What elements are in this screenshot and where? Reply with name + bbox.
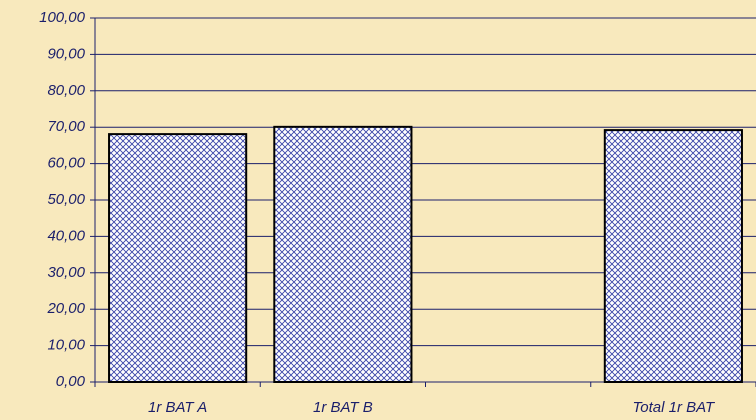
y-tick-label: 20,00 xyxy=(46,300,85,317)
y-tick-label: 80,00 xyxy=(47,82,85,99)
bar xyxy=(108,133,248,383)
bar xyxy=(273,125,413,383)
y-tick-label: 60,00 xyxy=(47,155,85,172)
y-tick-label: 30,00 xyxy=(47,264,85,281)
x-tick-label: 1r BAT A xyxy=(148,399,207,416)
y-tick-label: 0,00 xyxy=(56,373,86,390)
x-tick-label: 1r BAT B xyxy=(313,399,373,416)
y-tick-label: 90,00 xyxy=(47,45,85,62)
y-tick-label: 50,00 xyxy=(47,191,85,208)
x-tick-label: Total 1r BAT xyxy=(633,399,717,416)
y-tick-label: 70,00 xyxy=(47,118,85,135)
y-tick-label: 40,00 xyxy=(47,227,85,244)
y-tick-label: 10,00 xyxy=(47,337,85,354)
bar xyxy=(603,129,743,383)
y-tick-label: 100,00 xyxy=(39,9,86,26)
